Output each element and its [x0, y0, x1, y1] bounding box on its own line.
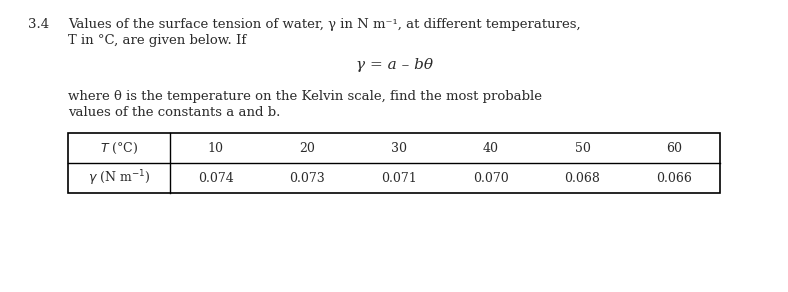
Text: 0.073: 0.073 [290, 171, 325, 185]
Text: 0.068: 0.068 [564, 171, 600, 185]
Text: 60: 60 [666, 142, 682, 154]
Text: $\gamma$ (N m$^{-1}$): $\gamma$ (N m$^{-1}$) [87, 168, 151, 188]
Text: T in °C, are given below. If: T in °C, are given below. If [68, 34, 246, 47]
Text: 3.4: 3.4 [28, 18, 49, 31]
Bar [68, 133, 720, 193]
Text: 20: 20 [299, 142, 315, 154]
Text: γ = a – bθ: γ = a – bθ [355, 58, 433, 72]
Text: 30: 30 [391, 142, 407, 154]
Text: Values of the surface tension of water, γ in N m⁻¹, at different temperatures,: Values of the surface tension of water, … [68, 18, 581, 31]
Text: where θ is the temperature on the Kelvin scale, find the most probable: where θ is the temperature on the Kelvin… [68, 90, 542, 103]
Text: 0.071: 0.071 [381, 171, 417, 185]
Text: 10: 10 [208, 142, 224, 154]
Text: values of the constants a and b.: values of the constants a and b. [68, 106, 281, 119]
Text: 0.066: 0.066 [656, 171, 692, 185]
Text: 50: 50 [574, 142, 590, 154]
Text: 0.074: 0.074 [198, 171, 234, 185]
Text: 0.070: 0.070 [473, 171, 509, 185]
Text: 40: 40 [483, 142, 499, 154]
Text: $T$ (°C): $T$ (°C) [100, 140, 138, 156]
